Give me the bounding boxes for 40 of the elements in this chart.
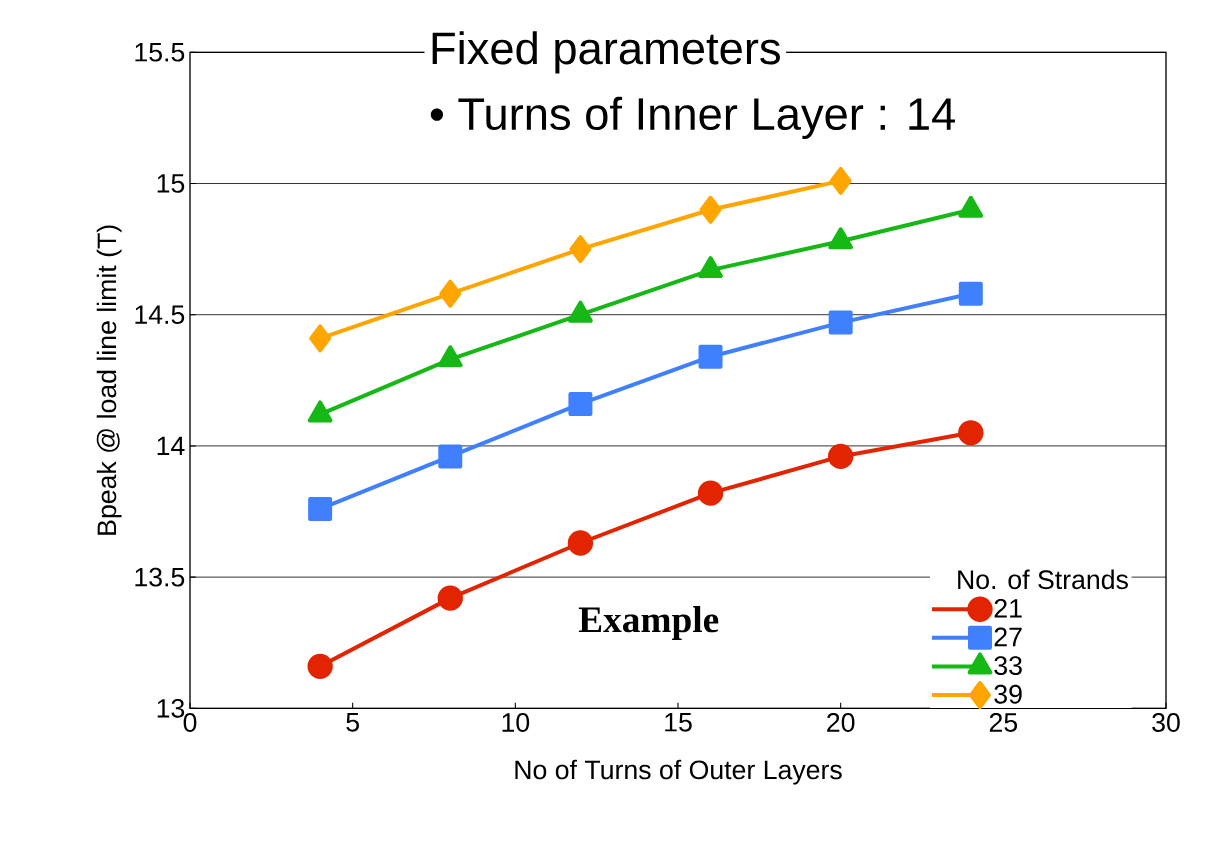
point <box>437 585 463 611</box>
y-tick-label: 13 <box>157 698 185 718</box>
point <box>828 443 854 470</box>
point <box>958 281 983 306</box>
point <box>568 391 593 416</box>
legend-label: 27 <box>994 627 1022 647</box>
x-tick-label: 5 <box>346 713 359 732</box>
x-axis-title: No of Turns of Outer Layers <box>515 759 842 785</box>
point <box>699 195 722 224</box>
x-tick-label: 25 <box>989 713 1018 732</box>
x-tick-label: 0 <box>183 713 197 732</box>
legend-label: 21 <box>994 598 1022 618</box>
y-tick-label: 14 <box>157 436 185 456</box>
point <box>439 279 462 308</box>
y-axis-title: Bpeak @ load line limit (T) <box>96 225 122 535</box>
point <box>307 653 333 679</box>
annotation: Fixed parameters <box>432 31 780 74</box>
point <box>308 496 333 521</box>
point <box>828 310 853 335</box>
point <box>698 344 723 369</box>
annotation: • Turns of Inner Layer : 14 <box>430 96 955 140</box>
legend-title: No. of Strands <box>958 569 1128 590</box>
point <box>567 530 594 556</box>
x-tick-label: 20 <box>827 713 855 732</box>
legend-label: 33 <box>994 656 1022 676</box>
y-tick-label: 14.5 <box>135 305 185 325</box>
point <box>697 480 724 506</box>
annotation: Example <box>578 606 719 640</box>
y-tick-label: 13.5 <box>135 567 185 587</box>
x-tick-label: 10 <box>502 713 530 732</box>
point <box>309 324 332 353</box>
point <box>569 235 592 264</box>
point <box>438 444 463 469</box>
x-tick-label: 15 <box>665 713 692 732</box>
legend-label: 39 <box>994 684 1022 704</box>
point <box>958 420 984 446</box>
x-tick-label: 30 <box>1152 713 1180 732</box>
y-tick-label: 15 <box>157 174 185 193</box>
y-tick-label: 15.5 <box>135 43 185 62</box>
point <box>829 166 852 195</box>
